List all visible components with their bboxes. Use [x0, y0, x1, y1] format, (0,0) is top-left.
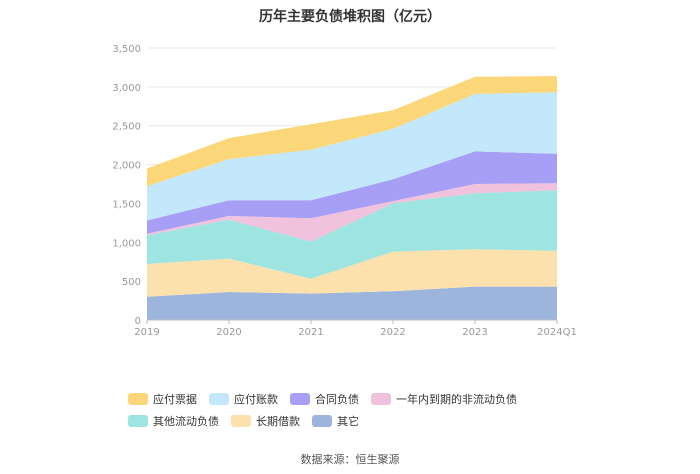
legend-swatch — [128, 393, 148, 405]
x-tick-label: 2021 — [298, 327, 323, 338]
legend-item[interactable]: 其它 — [312, 414, 359, 428]
legend-label: 长期借款 — [256, 415, 300, 428]
legend-swatch — [209, 393, 229, 405]
legend-swatch — [312, 415, 332, 427]
area-series — [147, 249, 557, 297]
legend-item[interactable]: 一年内到期的非流动负债 — [371, 392, 517, 406]
legend-label: 应付账款 — [234, 393, 278, 406]
chart-legend: 应付票据 应付账款 合同负债 一年内到期的非流动负债其他流动负债 长期借款 其它 — [128, 390, 598, 434]
legend-label: 其他流动负债 — [153, 415, 219, 428]
x-tick-label: 2023 — [462, 327, 487, 338]
area-series — [147, 151, 557, 234]
area-series — [147, 286, 557, 320]
x-tick-label: 2019 — [134, 327, 159, 338]
area-series — [147, 92, 557, 221]
y-tick-label: 500 — [122, 277, 141, 288]
legend-label: 一年内到期的非流动负债 — [396, 393, 517, 406]
x-tick-label: 2022 — [380, 327, 405, 338]
legend-item[interactable]: 应付账款 — [209, 392, 278, 406]
y-tick-label: 2,000 — [112, 161, 141, 172]
y-tick-label: 3,500 — [112, 44, 141, 55]
data-source-note: 数据来源：恒生聚源 — [300, 453, 400, 466]
legend-item[interactable]: 合同负债 — [290, 392, 359, 406]
area-series — [147, 76, 557, 187]
chart-title: 历年主要负债堆积图（亿元） — [259, 9, 441, 25]
legend-label: 合同负债 — [315, 393, 359, 406]
area-series — [147, 190, 557, 279]
legend-label: 其它 — [337, 415, 359, 428]
y-tick-label: 2,500 — [112, 122, 141, 133]
legend-label: 应付票据 — [153, 393, 197, 406]
legend-item[interactable]: 长期借款 — [231, 414, 300, 428]
x-tick-label: 2024Q1 — [537, 327, 577, 338]
legend-swatch — [128, 415, 148, 427]
legend-swatch — [231, 415, 251, 427]
x-tick-label: 2020 — [216, 327, 241, 338]
area-series — [147, 183, 557, 242]
legend-item[interactable]: 应付票据 — [128, 392, 197, 406]
legend-item[interactable]: 其他流动负债 — [128, 414, 219, 428]
legend-swatch — [371, 393, 391, 405]
legend-swatch — [290, 393, 310, 405]
y-tick-label: 1,500 — [112, 199, 141, 210]
y-tick-label: 1,000 — [112, 238, 141, 249]
y-tick-label: 3,000 — [112, 83, 141, 94]
y-tick-label: 0 — [135, 316, 141, 327]
